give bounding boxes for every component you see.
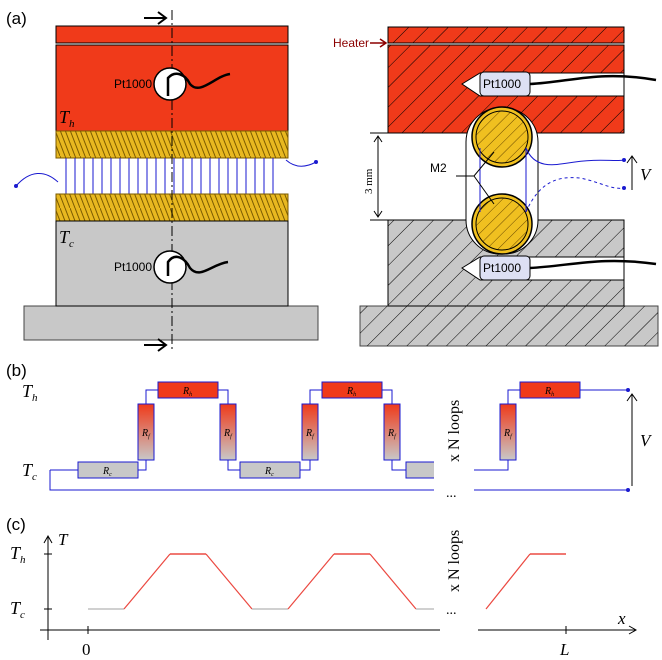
resistor-rc-1 [77,461,139,479]
resistor-rf-4-label: Rf [387,428,397,440]
left-sensor-top-label: Pt1000 [114,77,152,91]
top-rod-hatch [475,110,529,164]
resistor-rf-4 [383,403,401,461]
wire-label-pointer [456,151,495,205]
resistor-rh-2-label: Rh [346,386,356,398]
bottom-rod-hatch [475,197,529,251]
right-heater-hatch [388,27,624,43]
resistor-rf-3-label: Rf [305,428,315,440]
wire-label: M2 [430,161,447,175]
gap-dimension-arrow [373,135,383,218]
left-assembly: Pt1000 Pt1000 Th Tc [14,10,319,352]
resistor-rf-5 [499,403,517,461]
left-t-cold: Tc [59,227,74,250]
left-sensor-bottom-label: Pt1000 [114,260,152,274]
voltage-label: V [640,165,653,184]
right-wire-end-dot [314,160,318,164]
resistor-rf-5-label: Rf [503,428,513,440]
profile-break-gap [440,512,478,636]
right-sensor-bottom-lead [529,259,657,270]
profile-dots: ... [446,603,457,618]
left-t-hot: Th [59,107,75,130]
resistor-rf-1-label: Rf [141,428,151,440]
resistor-rc-2-label: Rc [264,466,274,478]
circuit-end-top [626,388,630,392]
gap-label: 3 mm [363,168,375,194]
circuit-loops-label: x N loops [446,400,463,462]
rod-wire-bottom-end [622,186,626,190]
resistor-rh-3 [519,381,581,399]
section-arrow-bottom [144,338,168,352]
left-base-plate [23,305,319,341]
resistor-rc-1-label: Rc [102,466,112,478]
rod-wire-top [525,147,625,166]
resistor-rf-3 [301,403,319,461]
profile-x-label: x [617,609,626,628]
right-sensor-top-lead [529,74,657,86]
profile-y-axis [43,534,53,640]
profile-t-cold: Tc [10,598,25,621]
profile-x-zero: 0 [82,640,91,659]
right-assembly: Pt1000 Pt1000 V Heater 3 mm M2 [333,26,659,347]
circuit-end-bottom [626,488,630,492]
resistor-rh-3-label: Rh [544,386,554,398]
heater-arrow [370,38,388,48]
right-sensor-bottom-label: Pt1000 [483,261,521,275]
circuit-voltage-arrow [626,393,638,486]
profile-loops-label: x N loops [446,530,463,592]
left-sensor-top [153,67,187,101]
left-sensor-bottom [153,250,187,284]
circuit-voltage-label: V [640,431,653,450]
circuit-t-hot: Th [22,381,38,404]
resistor-rf-2-label: Rf [223,428,233,440]
resistor-rf-2 [219,403,237,461]
rod-wire-top-end [622,158,626,162]
rod-wire-bottom-dashed [525,177,625,213]
panel-label-b: (b) [6,361,27,380]
thermoelectric-wires [15,158,317,194]
profile-curve [88,553,566,610]
resistor-rh-1-label: Rh [182,386,192,398]
left-wire-end-dot [14,184,18,188]
left-sensor-bottom-lead [166,255,229,276]
resistor-rh-2 [321,381,383,399]
right-sensor-top-label: Pt1000 [483,77,521,91]
section-arrow-top [144,11,168,25]
profile-t-hot: Th [10,543,26,566]
profile-x-axis [40,625,638,635]
heater-label: Heater [333,36,369,50]
resistor-rh-1 [157,381,219,399]
circuit-break-gap [434,376,474,506]
panel-label-c: (c) [6,515,26,534]
right-base-hatch [360,306,658,346]
circuit-dots: ... [446,486,457,501]
panel-label-a: (a) [6,9,27,28]
left-sensor-top-lead [166,72,231,96]
circuit-t-cold: Tc [22,460,37,483]
resistor-rf-1 [137,403,155,461]
resistor-rc-2 [239,461,301,479]
voltage-arrow [626,155,638,190]
profile-x-end: L [559,640,569,659]
profile-y-label: T [58,530,69,549]
circuit-diagram: Th Tc Rc Rc Rh Rh [22,376,653,506]
temperature-profile: T x Th Tc 0 L x N loops ... [10,512,638,659]
